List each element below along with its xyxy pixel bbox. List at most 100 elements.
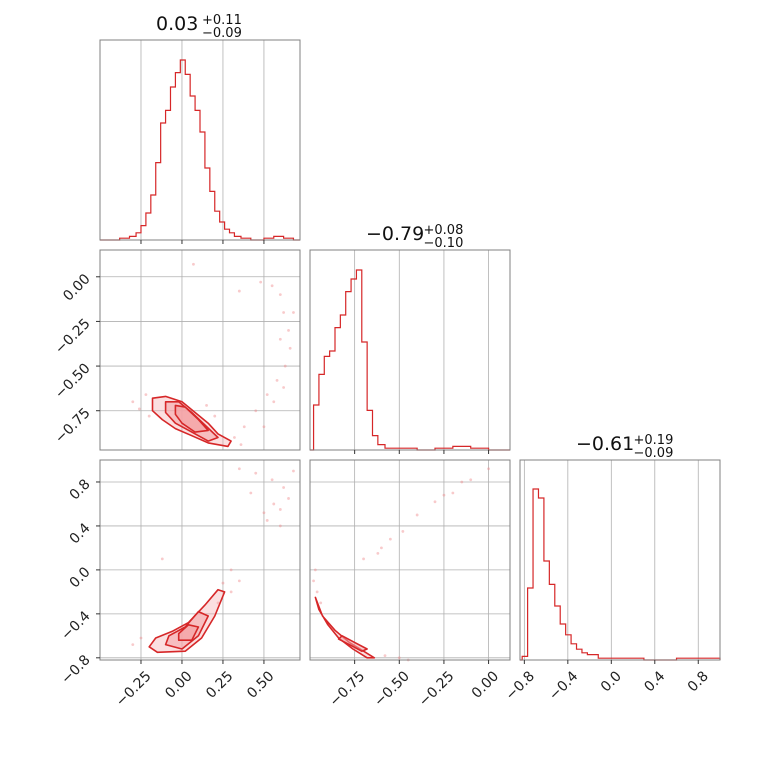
scatter-point (229, 590, 233, 594)
panel-border (309, 459, 511, 661)
histogram-title-lower: −0.10 (424, 236, 464, 251)
scatter-point (205, 403, 208, 407)
contour-level-3 (174, 404, 209, 433)
panel-border (99, 459, 301, 661)
x-tick-label: 0.8 (685, 668, 712, 695)
x-tick-label: 0.50 (244, 668, 277, 701)
contour-level-3 (177, 623, 200, 642)
scatter-point (278, 508, 282, 511)
x-tick-label: 0.4 (641, 668, 668, 695)
scatter-point (383, 654, 387, 658)
y-tick-label: 0.8 (67, 476, 94, 503)
scatter-point (237, 289, 241, 293)
scatter-point (380, 546, 383, 550)
x-tick-label: −0.25 (416, 668, 458, 710)
scatter-point (415, 513, 419, 517)
scatter-point (287, 328, 290, 332)
y-tick-label: −0.4 (58, 608, 93, 643)
scatter-point (239, 443, 243, 447)
panel-border (99, 39, 301, 241)
scatter-point (237, 579, 241, 583)
y-tick-label: −0.25 (52, 316, 94, 358)
panel-0-0: 0.03 +0.11−0.09 (99, 13, 301, 244)
contour-level-1 (314, 596, 376, 659)
scatter-point (433, 500, 437, 504)
scatter-point (137, 407, 141, 411)
panel-2-2: −0.61 +0.19−0.09 (519, 433, 721, 664)
scatter-point (451, 491, 455, 495)
y-tick-label: 0.0 (67, 564, 94, 591)
scatter-point (282, 486, 286, 489)
scatter-point (319, 601, 323, 605)
histogram-title-value: −0.61 (576, 433, 634, 455)
y-tick-label: 0.00 (60, 271, 93, 304)
histogram-step-line (100, 59, 300, 241)
scatter-point (442, 493, 446, 497)
scatter-point (315, 590, 319, 594)
histogram-title-value: 0.03 (156, 13, 198, 35)
scatter-point (275, 378, 279, 382)
panel-2-1 (309, 459, 511, 664)
scatter-point (265, 519, 269, 522)
panel-1-0 (96, 249, 301, 451)
scatter-point (469, 478, 473, 482)
panel-2-0 (96, 459, 301, 664)
x-tick-label: −0.8 (503, 668, 538, 703)
panel-border (99, 249, 301, 451)
scatter-point (283, 364, 287, 368)
scatter-point (229, 568, 233, 572)
scatter-point (292, 469, 295, 473)
scatter-point (278, 524, 282, 528)
panel-border (309, 249, 511, 451)
scatter-point (270, 284, 274, 288)
scatter-point (265, 393, 269, 397)
scatter-point (397, 656, 401, 660)
scatter-point (147, 414, 151, 418)
y-tick-label: 0.4 (67, 520, 94, 547)
scatter-point (213, 414, 217, 418)
scatter-point (254, 409, 258, 413)
scatter-point (282, 311, 286, 314)
panel-border (519, 459, 721, 661)
scatter-point (131, 643, 135, 647)
scatter-point (388, 537, 392, 541)
x-tick-label: −0.25 (113, 668, 155, 710)
histogram-title-lower: −0.09 (202, 26, 242, 41)
scatter-point (278, 337, 282, 341)
scatter-point (221, 581, 225, 585)
scatter-point (131, 400, 135, 404)
x-tick-label: 0.00 (469, 668, 502, 701)
scatter-point (312, 579, 315, 583)
scatter-point (139, 636, 143, 640)
scatter-point (487, 467, 490, 471)
scatter-point (282, 386, 286, 389)
y-tick-label: −0.75 (52, 405, 94, 447)
scatter-point (249, 491, 253, 495)
scatter-point (292, 311, 295, 314)
scatter-point (376, 552, 380, 555)
y-tick-label: −0.8 (58, 652, 93, 687)
scatter-point (192, 262, 195, 266)
scatter-point (287, 497, 290, 500)
scatter-point (272, 502, 276, 506)
scatter-point (313, 568, 317, 572)
y-tick-label: −0.50 (52, 360, 94, 402)
contour-level-2 (337, 634, 368, 653)
scatter-point (233, 436, 236, 439)
histogram-step-line (310, 269, 510, 451)
scatter-point (242, 425, 246, 429)
scatter-point (216, 601, 220, 605)
x-tick-label: 0.00 (162, 668, 195, 701)
scatter-point (270, 478, 274, 482)
scatter-point (262, 425, 266, 429)
scatter-point (254, 471, 258, 475)
scatter-point (160, 557, 164, 561)
scatter-point (144, 393, 148, 397)
scatter-point (237, 467, 241, 471)
x-tick-label: −0.4 (546, 668, 581, 703)
histogram-title-upper: +0.19 (634, 433, 674, 448)
histogram-step-line (520, 488, 721, 661)
panel-1-1: −0.79 +0.08−0.10 (309, 223, 511, 454)
scatter-point (278, 293, 282, 297)
